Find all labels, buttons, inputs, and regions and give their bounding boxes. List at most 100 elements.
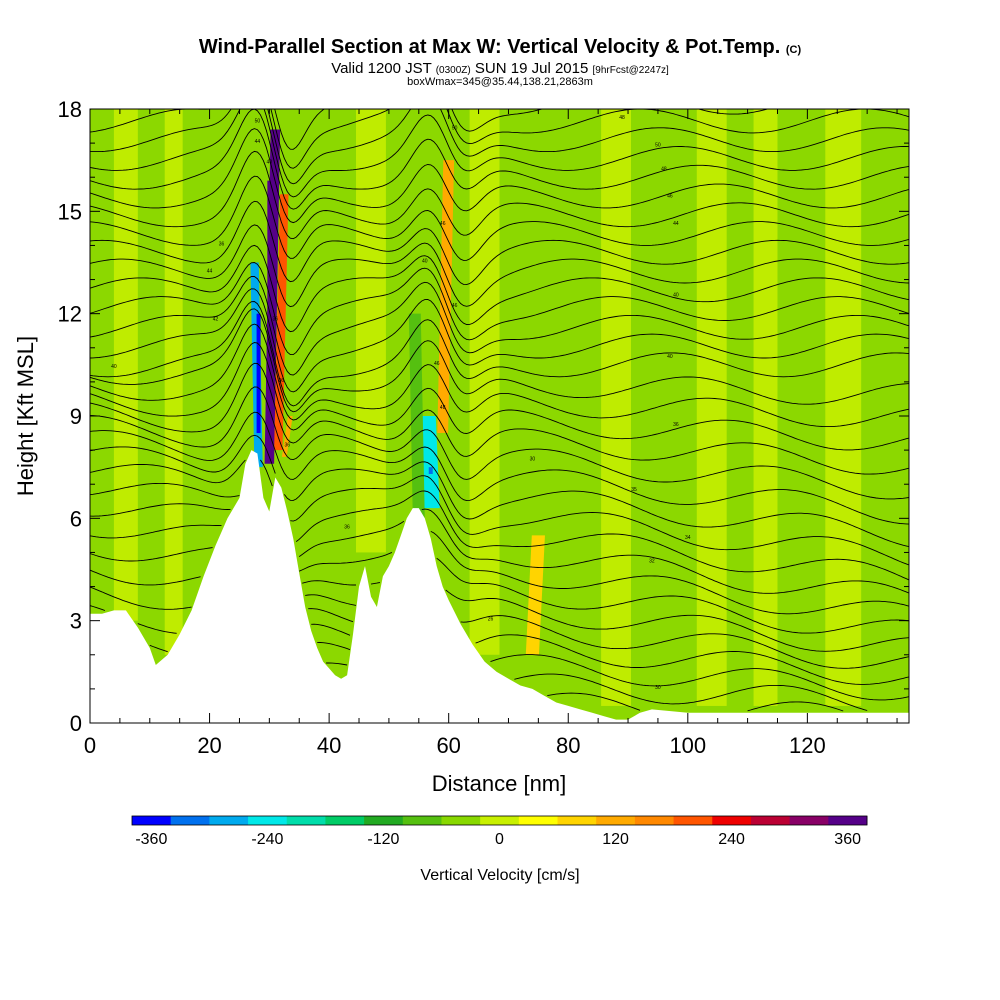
y-tick-label: 0 bbox=[70, 711, 82, 736]
isentrope-label: 30 bbox=[530, 456, 536, 462]
isentrope-line bbox=[90, 288, 909, 393]
isentrope-line bbox=[90, 503, 909, 594]
isentrope-label: 42 bbox=[213, 316, 219, 322]
weak-updraft-band bbox=[601, 109, 632, 706]
isentrope-line bbox=[90, 244, 909, 333]
isentrope-label: 40 bbox=[422, 259, 428, 265]
updraft-core bbox=[437, 160, 455, 434]
isentrope-label: 40 bbox=[267, 160, 273, 166]
isentrope-label: 26 bbox=[488, 617, 494, 623]
colorbar-swatch bbox=[712, 816, 752, 825]
isentrope-line bbox=[90, 459, 909, 566]
terrain bbox=[90, 450, 909, 723]
isentrope-label: 44 bbox=[673, 221, 679, 227]
colorbar-tick-label: 0 bbox=[495, 831, 504, 848]
colorbar-swatch bbox=[634, 816, 675, 825]
isentrope-label: 36 bbox=[673, 422, 679, 428]
colorbar-tick-label: 120 bbox=[602, 831, 629, 848]
isentrope-label: 32 bbox=[649, 559, 655, 565]
isentrope-line bbox=[90, 342, 909, 451]
colorbar-swatch bbox=[789, 816, 829, 825]
title-c: (C) bbox=[785, 44, 802, 56]
isentrope-line bbox=[90, 308, 909, 413]
colorbar-frame bbox=[131, 815, 868, 826]
x-axis-label: Distance [nm] bbox=[432, 771, 567, 796]
y-axis-label: Height [Kft MSL] bbox=[13, 336, 38, 496]
isentrope-line bbox=[149, 641, 909, 701]
downdraft-core bbox=[408, 313, 425, 519]
colorbar-swatch bbox=[480, 816, 520, 825]
isentrope-line bbox=[90, 224, 909, 308]
isentrope-label: 36 bbox=[284, 443, 290, 449]
weak-updraft-band bbox=[753, 109, 778, 706]
valid-time: Valid 1200 JST bbox=[331, 60, 432, 77]
isentrope-label: 36 bbox=[219, 241, 225, 247]
colorbar-swatch bbox=[286, 816, 326, 825]
isentrope-label: 40 bbox=[673, 293, 679, 299]
isentrope-label: 36 bbox=[279, 378, 285, 384]
isentrope-label: 50 bbox=[655, 143, 661, 149]
isentrope-line bbox=[90, 150, 909, 240]
isentrope-label: 30 bbox=[655, 685, 661, 691]
isentrope-label: 34 bbox=[685, 535, 691, 541]
box-info: boxWmax=345@35.44,138.21,2863m bbox=[407, 76, 593, 88]
isentrope-line bbox=[90, 362, 909, 475]
isentrope-label: 48 bbox=[619, 115, 625, 121]
colorbar-swatch bbox=[248, 816, 288, 825]
isentrope-line bbox=[90, 386, 909, 500]
isentrope-line bbox=[90, 323, 909, 428]
colorbar-swatch bbox=[364, 816, 404, 825]
velocity-max-core bbox=[267, 180, 272, 430]
isentrope-label: 46 bbox=[434, 361, 440, 367]
isentrope-line bbox=[90, 200, 909, 286]
isentrope-line bbox=[547, 692, 844, 712]
isentrope-label: 50 bbox=[255, 119, 261, 125]
isentrope-line bbox=[90, 434, 909, 548]
x-tick-label: 0 bbox=[84, 733, 96, 758]
isentrope-label: 46 bbox=[440, 221, 446, 227]
chart-subtitle: Valid 1200 JST (0300Z) SUN 19 Jul 2015 [… bbox=[0, 60, 1000, 77]
isentrope-line bbox=[90, 605, 909, 685]
weak-updraft-band bbox=[825, 109, 862, 706]
isentrope-line bbox=[90, 411, 909, 525]
x-tick-label: 100 bbox=[669, 733, 706, 758]
isentrope-label: 35 bbox=[631, 487, 637, 493]
colorbar-swatch bbox=[750, 816, 791, 825]
weak-updraft-band bbox=[696, 109, 727, 706]
colorbar-swatch bbox=[518, 816, 559, 825]
velocity-max-core bbox=[256, 313, 261, 434]
y-tick-label: 6 bbox=[70, 506, 82, 531]
weak-updraft-band bbox=[469, 109, 500, 655]
chart-title: Wind-Parallel Section at Max W: Vertical… bbox=[0, 36, 1000, 59]
colorbar-swatch bbox=[170, 816, 210, 825]
colorbar-label: Vertical Velocity [cm/s] bbox=[420, 867, 579, 884]
isentrope-line bbox=[90, 547, 909, 634]
isentrope-line bbox=[326, 662, 868, 711]
x-tick-label: 40 bbox=[317, 733, 341, 758]
plot-area: 50 44 50 48 50 48 46 44 40 40 36 35 34 32 30 30 26 36 36 44… bbox=[90, 109, 909, 723]
isentrope-label: 36 bbox=[273, 316, 279, 322]
colorbar-swatch bbox=[209, 816, 249, 825]
colorbar-swatch bbox=[402, 816, 442, 825]
isentrope-label: 50 bbox=[452, 125, 458, 131]
title-main: Wind-Parallel Section at Max W: Vertical… bbox=[198, 36, 781, 58]
colorbar-swatch bbox=[557, 816, 597, 825]
x-tick-label: 80 bbox=[556, 733, 580, 758]
velocity-max-core bbox=[428, 467, 433, 474]
isentrope-label: 48 bbox=[661, 166, 667, 172]
colorbar-swatch bbox=[441, 816, 481, 825]
isentrope-line bbox=[90, 109, 909, 185]
isentrope-label: 46 bbox=[452, 303, 458, 309]
colorbar-swatch bbox=[828, 816, 868, 825]
isentrope-line bbox=[90, 586, 909, 669]
x-tick-label: 60 bbox=[436, 733, 460, 758]
valid-zulu: (0300Z) bbox=[435, 65, 471, 76]
isentrope-line bbox=[90, 569, 909, 652]
y-tick-label: 18 bbox=[58, 97, 82, 122]
isentrope-label: 40 bbox=[667, 354, 673, 360]
colorbar-tick-label: 360 bbox=[834, 831, 861, 848]
y-tick-label: 15 bbox=[58, 199, 82, 224]
isentrope-label: 44 bbox=[207, 269, 213, 275]
colorbar-tick-label: -240 bbox=[251, 831, 283, 848]
